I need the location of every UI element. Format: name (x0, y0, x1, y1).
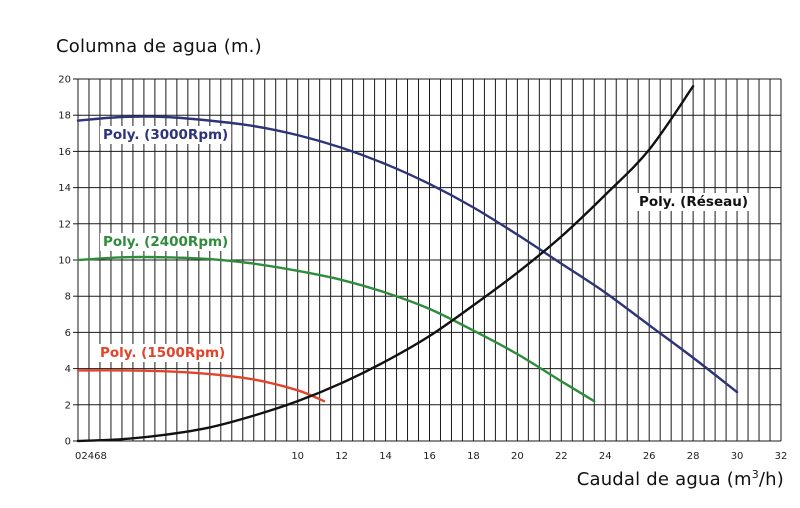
series-label-3000rpm: Poly. (3000Rpm) (103, 127, 228, 143)
x-axis-title: Caudal de agua (m3/h) (576, 468, 784, 490)
x-tick-label: 10 (291, 451, 304, 462)
x-tick-label: 28 (687, 451, 700, 462)
series-line-reseau (76, 85, 695, 443)
y-tick-label: 10 (58, 256, 71, 267)
series-label-background (97, 344, 229, 362)
y-tick-label: 0 (65, 437, 71, 448)
y-tick-label: 14 (58, 183, 71, 194)
y-tick-label: 12 (58, 219, 71, 230)
y-tick-label: 16 (58, 147, 71, 158)
y-tick-label: 2 (65, 400, 71, 411)
x-tick-label: 18 (467, 451, 480, 462)
y-tick-label: 4 (65, 364, 71, 375)
x-tick-label: 32 (775, 451, 788, 462)
x-tick-label-compressed: 02468 (75, 451, 107, 462)
y-tick-label: 20 (58, 75, 71, 86)
y-axis-ticks: 0 2 4 6 8 10 12 14 16 18 20 (58, 75, 78, 448)
series-line-3000rpm (76, 115, 739, 394)
series-label-reseau: Poly. (Réseau) (639, 194, 748, 210)
series-label-background (636, 193, 751, 211)
x-tick-label: 26 (643, 451, 656, 462)
x-tick-label: 14 (379, 451, 392, 462)
y-tick-label: 18 (58, 111, 71, 122)
y-tick-label: 8 (65, 292, 71, 303)
series-label-2400rpm: Poly. (2400Rpm) (103, 234, 228, 250)
x-tick-label: 12 (335, 451, 348, 462)
x-tick-label: 30 (731, 451, 744, 462)
series-line-2400rpm (76, 255, 596, 403)
x-tick-label: 16 (423, 451, 436, 462)
series-label-background (100, 126, 232, 144)
x-axis-ticks: 02468 10 12 14 16 18 20 22 24 26 28 30 32 (75, 451, 787, 462)
x-tick-label: 24 (599, 451, 612, 462)
series-labels: Poly. (3000Rpm) Poly. (2400Rpm) Poly. (150… (97, 126, 751, 362)
x-tick-label: 20 (511, 451, 524, 462)
series-label-1500rpm: Poly. (1500Rpm) (100, 345, 225, 361)
series-line-1500rpm (76, 369, 326, 403)
y-tick-label: 6 (65, 328, 71, 339)
x-tick-label: 22 (555, 451, 568, 462)
series-lines (76, 85, 739, 443)
series-label-background (100, 233, 232, 251)
y-axis-title: Columna de agua (m.) (56, 36, 262, 57)
